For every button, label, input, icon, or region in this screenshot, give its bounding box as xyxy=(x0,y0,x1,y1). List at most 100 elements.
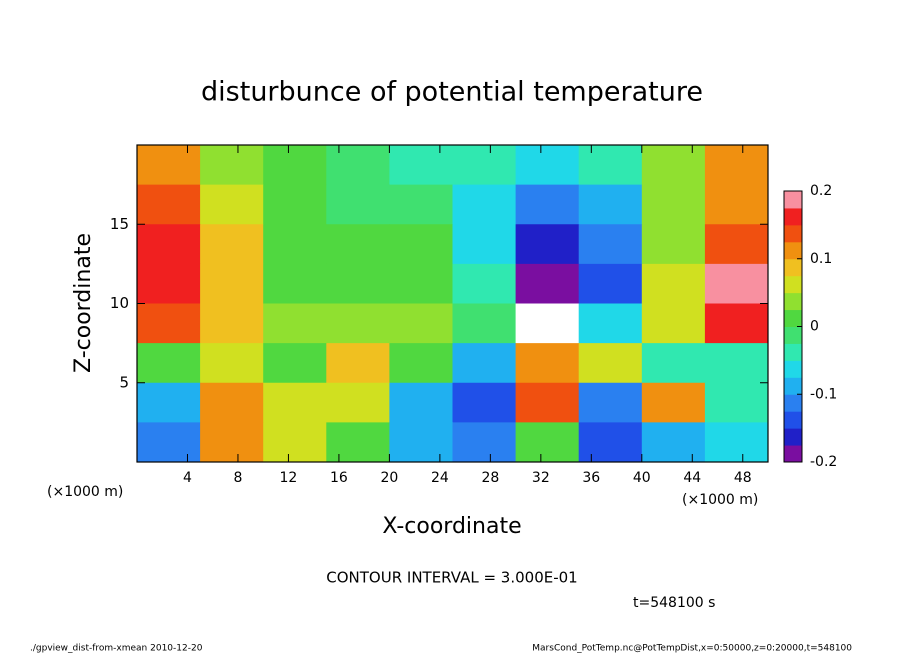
contour-note: CONTOUR INTERVAL = 3.000E-01 xyxy=(326,569,577,587)
colorbar-tick-label: 0.1 xyxy=(810,251,832,267)
x-axis-label: X-coordinate xyxy=(382,514,521,539)
cell xyxy=(137,145,201,186)
cell xyxy=(452,224,517,265)
y-tick-label: 15 xyxy=(110,215,129,233)
cell xyxy=(137,184,201,225)
colorbar-tick-label: -0.1 xyxy=(810,386,837,402)
cell xyxy=(263,343,327,384)
cell xyxy=(389,422,453,463)
cell xyxy=(641,145,706,186)
cell xyxy=(137,382,201,423)
colorbar-band xyxy=(784,258,802,277)
cell xyxy=(200,343,264,384)
cell xyxy=(452,382,517,423)
x-tick-label: 28 xyxy=(481,470,499,486)
cell xyxy=(326,224,390,265)
cell xyxy=(389,224,453,265)
cell xyxy=(641,224,706,265)
cell xyxy=(515,382,580,423)
cell xyxy=(200,422,264,463)
cell xyxy=(200,224,264,265)
cell xyxy=(389,184,453,225)
cell xyxy=(641,263,706,304)
overlay: 4 8 12 16 20 24 28 32 36 40 44 4851015-0.2-0.100.10… xyxy=(110,144,837,486)
cell xyxy=(704,343,769,384)
cell xyxy=(578,303,643,344)
footer-right: MarsCond_PotTemp.nc@PotTempDist,x=0:5000… xyxy=(532,644,852,654)
colorbar-band xyxy=(784,428,802,446)
x-tick-label: 32 xyxy=(532,470,550,486)
cell xyxy=(326,184,390,225)
cell xyxy=(263,303,327,344)
colorbar-band xyxy=(784,411,802,429)
cell xyxy=(200,184,264,225)
colorbar-band xyxy=(784,309,802,327)
cell xyxy=(641,343,706,384)
cell xyxy=(389,343,453,384)
colorbar-band xyxy=(784,224,802,243)
x-tick-label: 24 xyxy=(431,470,449,486)
x-tick-label: 48 xyxy=(734,470,752,486)
cell xyxy=(578,145,643,186)
cell xyxy=(326,145,390,186)
colorbar-band xyxy=(784,207,802,226)
cell xyxy=(137,303,201,344)
cell xyxy=(641,382,706,423)
cell xyxy=(263,422,327,463)
cell xyxy=(704,263,769,304)
cell xyxy=(452,184,517,225)
cell xyxy=(452,343,517,384)
cell xyxy=(389,263,453,304)
x-tick-label: 36 xyxy=(582,470,600,486)
cell xyxy=(515,224,580,265)
cell xyxy=(452,145,517,186)
cell xyxy=(326,303,390,344)
y-tick-label: 10 xyxy=(110,294,129,312)
cell xyxy=(578,224,643,265)
y-axis-label: Z-coordinate xyxy=(71,233,96,373)
x-unit: (×1000 m) xyxy=(682,492,758,508)
cell xyxy=(641,184,706,225)
footer-left: ./gpview_dist-from-xmean 2010-12-20 xyxy=(30,644,203,654)
cell xyxy=(137,422,201,463)
cell xyxy=(200,263,264,304)
cell xyxy=(704,303,769,344)
x-tick-label: 20 xyxy=(380,470,398,486)
cell xyxy=(452,422,517,463)
x-tick-label: 12 xyxy=(280,470,298,486)
cell xyxy=(326,382,390,423)
cell xyxy=(200,303,264,344)
colorbar-band xyxy=(784,326,802,344)
cell xyxy=(389,382,453,423)
time-note: t=548100 s xyxy=(633,595,715,611)
cell xyxy=(515,263,580,304)
colorbar-band xyxy=(784,445,802,463)
cell xyxy=(263,224,327,265)
cell xyxy=(263,382,327,423)
cell xyxy=(704,145,769,186)
cell xyxy=(578,343,643,384)
x-unit: (×1000 m) xyxy=(47,484,123,500)
colorbar-tick-label: 0 xyxy=(810,319,819,335)
cell xyxy=(515,145,580,186)
y-tick-label: 5 xyxy=(119,373,129,391)
x-tick-label: 8 xyxy=(233,470,242,486)
colorbar-tick-label: 0.2 xyxy=(810,183,832,199)
cell xyxy=(578,382,643,423)
chart-title: disturbunce of potential temperature xyxy=(201,77,703,108)
cell xyxy=(263,263,327,304)
cell xyxy=(326,263,390,304)
colorbar-band xyxy=(784,343,802,361)
colorbar-tick-label: -0.2 xyxy=(810,454,837,470)
cell xyxy=(578,422,643,463)
cell xyxy=(263,145,327,186)
cell xyxy=(515,343,580,384)
cell xyxy=(200,382,264,423)
cell xyxy=(137,224,201,265)
cell xyxy=(452,303,517,344)
colorbar-band xyxy=(784,360,802,378)
cell xyxy=(704,422,769,463)
x-tick-label: 44 xyxy=(683,470,701,486)
colorbar-band xyxy=(784,241,802,260)
cell xyxy=(704,382,769,423)
